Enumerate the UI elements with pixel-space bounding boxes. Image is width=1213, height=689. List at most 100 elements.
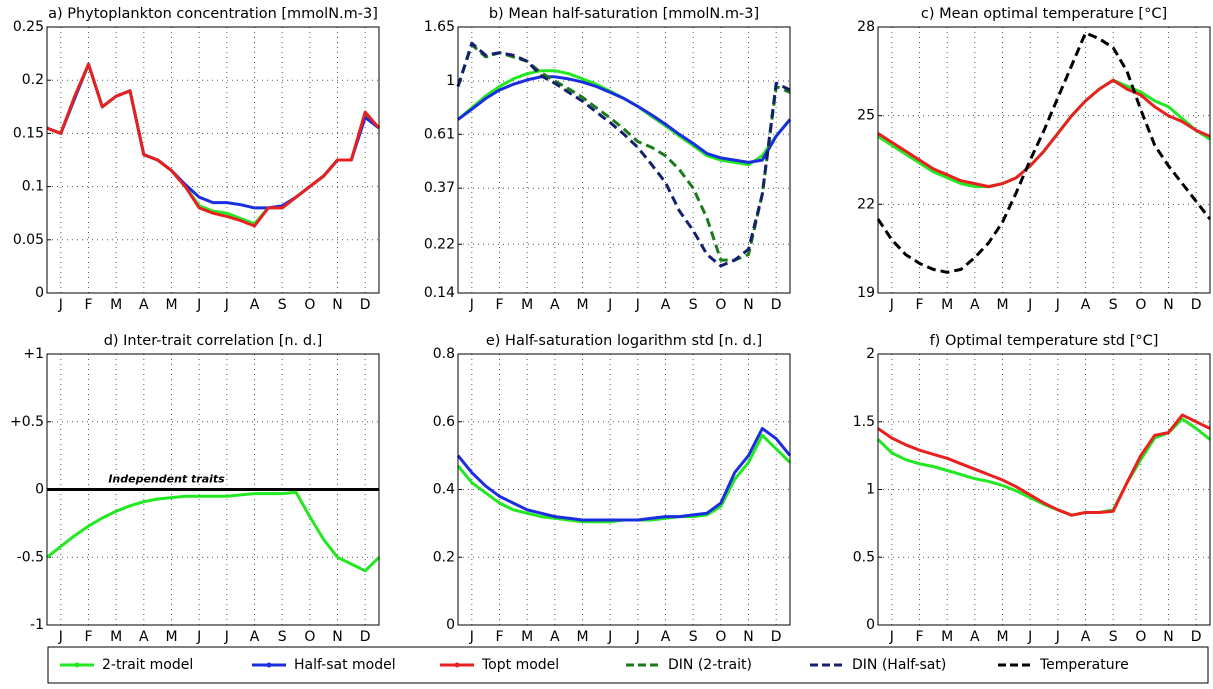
- y-tick-label: 0.05: [13, 232, 44, 248]
- reference-label: Independent traits: [108, 473, 225, 486]
- y-tick-label: 28: [857, 19, 875, 35]
- x-tick-label: M: [576, 297, 588, 313]
- x-tick-label: J: [607, 297, 612, 313]
- x-tick-label: S: [1109, 629, 1118, 645]
- x-tick-label: F: [84, 629, 92, 645]
- x-tick-label: N: [743, 629, 753, 645]
- y-tick-label: +1: [23, 346, 44, 362]
- y-tick-label: 19: [857, 285, 875, 301]
- y-tick-label: 0.61: [424, 126, 455, 142]
- x-tick-label: J: [1027, 629, 1032, 645]
- chart-title: a) Phytoplankton concentration [mmolN.m-…: [48, 6, 378, 22]
- chart-title: c) Mean optimal temperature [°C]: [921, 6, 1167, 22]
- chart-title: f) Optimal temperature std [°C]: [930, 333, 1159, 349]
- x-tick-label: N: [332, 297, 342, 313]
- x-tick-label: D: [771, 297, 782, 313]
- plot-frame: [457, 26, 791, 294]
- y-tick-label: 0.37: [424, 180, 455, 196]
- x-tick-label: M: [941, 297, 953, 313]
- plot-frame: [877, 353, 1211, 626]
- x-tick-label: N: [1163, 629, 1173, 645]
- x-tick-label: J: [196, 629, 201, 645]
- y-tick-label: 0.4: [433, 482, 455, 498]
- x-tick-label: F: [495, 297, 503, 313]
- x-tick-label: S: [278, 297, 287, 313]
- y-tick-label: 0.2: [433, 549, 455, 565]
- x-tick-label: J: [889, 297, 894, 313]
- x-tick-label: J: [1055, 629, 1060, 645]
- legend-label: Topt model: [481, 657, 559, 673]
- x-tick-label: F: [84, 297, 92, 313]
- x-tick-label: D: [360, 629, 371, 645]
- chart-title: b) Mean half-saturation [mmolN.m-3]: [489, 6, 759, 22]
- plot-frame: [877, 26, 1211, 294]
- y-tick-label: 0: [446, 617, 455, 633]
- x-tick-label: M: [996, 629, 1008, 645]
- x-tick-label: A: [250, 629, 260, 645]
- x-tick-label: M: [996, 297, 1008, 313]
- y-tick-label: 0.6: [433, 414, 455, 430]
- plot-frame: [46, 353, 380, 626]
- x-tick-label: A: [661, 629, 671, 645]
- y-tick-label: 0: [35, 285, 44, 301]
- series-line: [46, 62, 381, 228]
- y-tick-label: 0.25: [13, 19, 44, 35]
- x-tick-label: O: [304, 297, 315, 313]
- y-tick-label: 0.8: [433, 346, 455, 362]
- x-tick-label: M: [576, 629, 588, 645]
- x-tick-label: J: [224, 629, 229, 645]
- x-tick-label: J: [224, 297, 229, 313]
- series-line: [876, 31, 1212, 274]
- x-tick-label: N: [743, 297, 753, 313]
- x-tick-label: S: [689, 297, 698, 313]
- x-tick-label: D: [360, 297, 371, 313]
- y-tick-label: +0.5: [10, 414, 44, 430]
- x-tick-label: O: [715, 629, 726, 645]
- x-tick-label: A: [1081, 629, 1091, 645]
- x-tick-label: S: [1109, 297, 1118, 313]
- x-tick-label: O: [1135, 629, 1146, 645]
- x-tick-label: J: [635, 297, 640, 313]
- plot-frame: [46, 26, 380, 294]
- legend-marker: [454, 662, 460, 668]
- y-tick-label: -0.5: [17, 549, 44, 565]
- plot-frame: [457, 353, 791, 626]
- series-line: [457, 75, 792, 164]
- x-tick-label: O: [1135, 297, 1146, 313]
- x-tick-label: J: [889, 629, 894, 645]
- legend-label: DIN (2-trait): [668, 657, 752, 673]
- legend-marker: [266, 662, 272, 668]
- series-line: [877, 413, 1211, 517]
- y-tick-label: 0: [35, 482, 44, 498]
- x-tick-label: M: [521, 297, 533, 313]
- x-tick-label: J: [607, 629, 612, 645]
- x-tick-label: J: [58, 297, 63, 313]
- x-tick-label: J: [469, 629, 474, 645]
- x-tick-label: D: [1191, 297, 1202, 313]
- y-tick-label: 0.22: [424, 236, 455, 252]
- legend-marker: [74, 662, 80, 668]
- plot-area: [878, 27, 1210, 293]
- x-tick-label: D: [771, 629, 782, 645]
- x-tick-label: M: [521, 629, 533, 645]
- series-line: [456, 427, 792, 522]
- x-tick-label: M: [165, 629, 177, 645]
- plot-area: [47, 27, 379, 293]
- y-tick-label: 1.5: [853, 414, 875, 430]
- x-tick-label: J: [635, 629, 640, 645]
- y-tick-label: 1: [446, 73, 455, 89]
- x-tick-label: F: [915, 629, 923, 645]
- y-tick-label: 0.2: [22, 72, 44, 88]
- y-tick-label: 0.15: [13, 125, 44, 141]
- legend-label: Half-sat model: [294, 657, 396, 673]
- x-tick-label: A: [139, 297, 149, 313]
- y-tick-label: -1: [30, 617, 44, 633]
- x-tick-label: O: [304, 629, 315, 645]
- x-tick-label: F: [495, 629, 503, 645]
- chart-title: e) Half-saturation logarithm std [n. d.]: [486, 333, 762, 349]
- x-tick-label: J: [1055, 297, 1060, 313]
- y-tick-label: 25: [857, 108, 875, 124]
- series-line: [46, 490, 381, 573]
- x-tick-label: J: [1027, 297, 1032, 313]
- x-tick-label: A: [250, 297, 260, 313]
